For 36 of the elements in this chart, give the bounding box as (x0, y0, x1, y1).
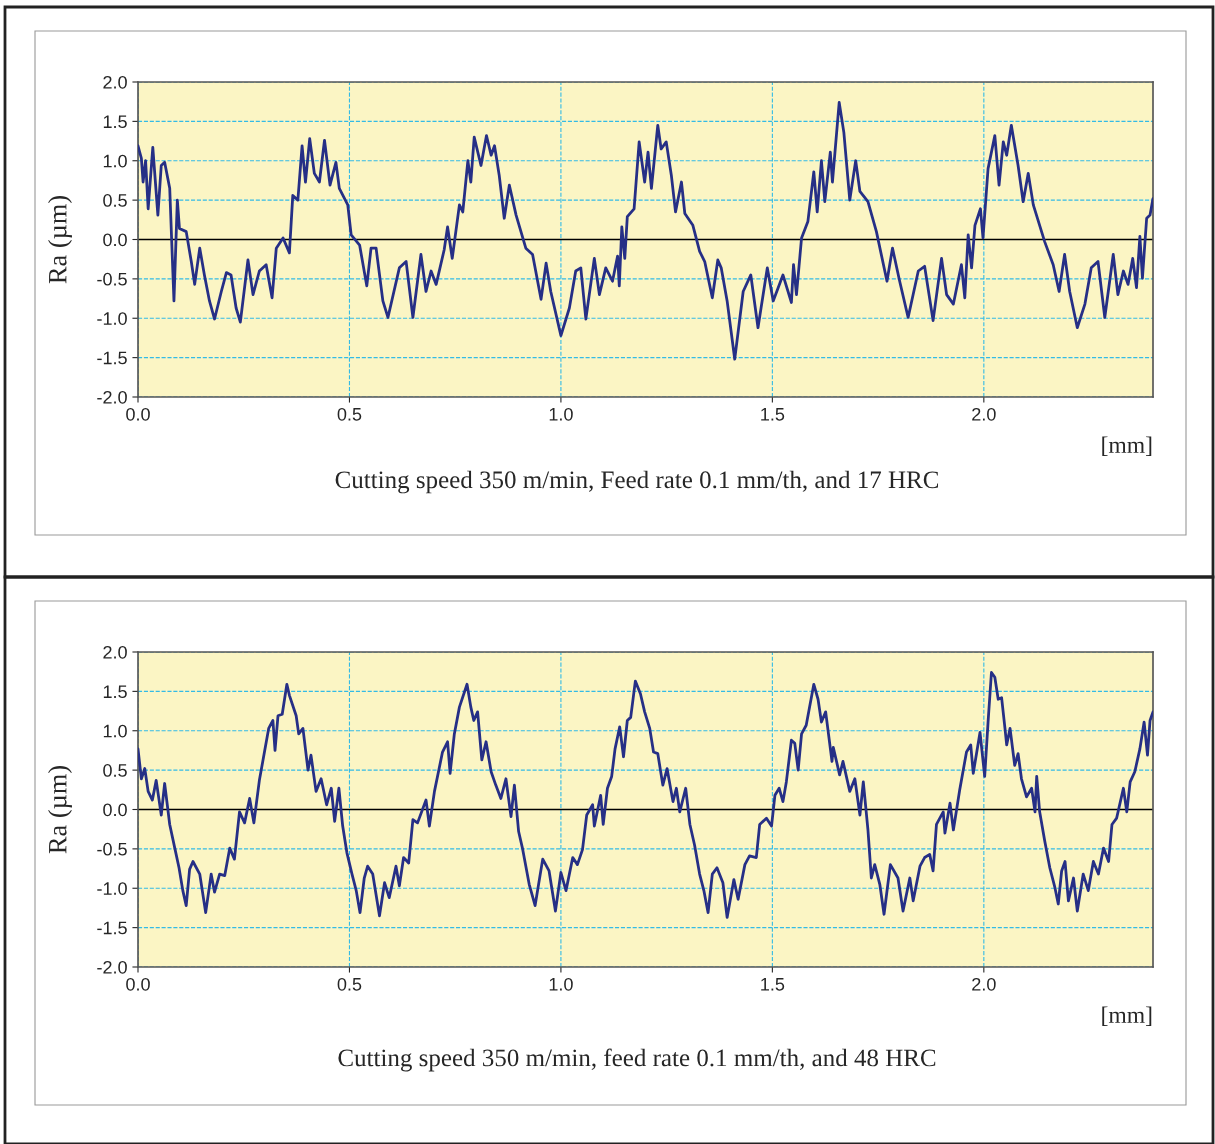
line-series (138, 671, 1153, 919)
y-tick-label: -1.5 (97, 921, 127, 935)
x-tick-label: 0.0 (126, 977, 150, 991)
y-tick-label: 1.0 (103, 724, 127, 738)
y-tick-label: -2.0 (97, 960, 127, 974)
x-tick-label: 2.0 (972, 407, 996, 421)
y-tick-label: 0.5 (103, 764, 127, 777)
x-tick-label: 0.0 (126, 407, 150, 421)
y-tick-label: 1.0 (103, 154, 127, 168)
line-series (138, 101, 1153, 361)
y-tick-label: -1.5 (97, 351, 127, 365)
x-tick-label: 2.0 (972, 977, 996, 991)
y-tick-label: 1.5 (103, 685, 127, 699)
x-tick-label: 1.5 (761, 408, 785, 421)
y-tick-label: -1.0 (97, 882, 127, 895)
x-tick-label: 1.0 (549, 407, 573, 421)
y-tick-label: -0.5 (97, 272, 127, 286)
x-tick-label: 0.5 (337, 977, 362, 991)
y-tick-label: 0.0 (103, 803, 127, 817)
y-tick-label: 0.5 (103, 194, 127, 207)
x-axis-title: [mm] (1102, 436, 1152, 456)
y-tick-label: -0.5 (97, 842, 127, 856)
y-tick-label: -2.0 (97, 390, 127, 404)
x-tick-label: 0.5 (337, 407, 362, 421)
x-axis-title: [mm] (1102, 1006, 1152, 1026)
y-tick-label: 0.0 (103, 233, 127, 247)
y-tick-label: 2.0 (103, 75, 127, 89)
text: Cutting speed 350 m/min, feed rate 0.1 mm/th, and 48 HRC (338, 1048, 936, 1072)
text: Cutting speed 350 m/min, Feed rate 0.1 mm/th, and 17 HRC (335, 470, 939, 494)
y-axis-title: Ra (µm) (48, 196, 72, 284)
y-tick-label: 1.5 (103, 115, 127, 129)
y-tick-label: 2.0 (103, 645, 127, 659)
y-axis-title: Ra (µm) (48, 766, 72, 854)
x-tick-label: 1.0 (549, 977, 573, 991)
y-tick-label: -1.0 (97, 312, 127, 325)
x-tick-label: 1.5 (761, 978, 785, 991)
